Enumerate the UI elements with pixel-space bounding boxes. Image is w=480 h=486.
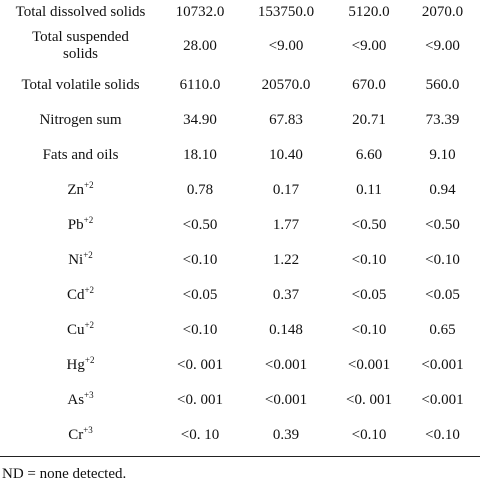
table-cell: 5120.0	[348, 3, 390, 20]
table-cell: <0. 001	[177, 392, 223, 408]
row-label: Nitrogen sum	[39, 112, 122, 128]
row-label: As+3	[0, 390, 161, 409]
data-table: Total dissolved solids 10732.0 153750.0 …	[0, 0, 480, 453]
table-cell: <0.05	[425, 287, 460, 303]
table-cell: <0.10	[425, 252, 460, 268]
table-cell: 0.148	[269, 322, 303, 338]
row-label: Cr+3	[0, 425, 161, 444]
table-cell: <0.10	[351, 322, 387, 338]
row-label: Cu+2	[0, 320, 161, 339]
row-label: Total suspended solids	[32, 29, 129, 62]
table-row: Pb+2 <0.50 1.77 <0.50 <0.50	[0, 208, 480, 243]
table-row: Total dissolved solids 10732.0 153750.0 …	[0, 0, 480, 24]
row-label: Hg+2	[0, 355, 161, 374]
table-cell: 0.39	[272, 427, 300, 443]
table-cell: <9.00	[351, 37, 387, 54]
table-cell: 34.90	[183, 112, 217, 128]
row-label: Ni+2	[0, 250, 161, 269]
table-cell: <0.10	[182, 252, 218, 268]
table-row: Zn+2 0.78 0.17 0.11 0.94	[0, 173, 480, 208]
table-cell: 6110.0	[179, 77, 221, 93]
table-cell: <0.50	[425, 217, 460, 233]
element-symbol: As	[67, 392, 85, 408]
table-cell: 1.77	[272, 217, 300, 233]
charge-superscript: +2	[84, 320, 95, 330]
table-cell: <0. 001	[177, 357, 223, 373]
row-label: Fats and oils	[42, 147, 119, 163]
table-bottom-rule	[0, 456, 480, 457]
table-row: Fats and oils 18.10 10.40 6.60 9.10	[0, 138, 480, 173]
row-label: Pb+2	[0, 215, 161, 234]
table-cell: 20570.0	[261, 77, 311, 93]
table-cell: <0.50	[182, 217, 218, 233]
table-cell: 2070.0	[421, 3, 464, 20]
table-cell: <0.001	[421, 392, 464, 408]
row-label: Total dissolved solids	[15, 3, 146, 20]
table-cell: <0.50	[351, 217, 387, 233]
row-label: Total volatile solids	[21, 77, 140, 93]
charge-superscript: +2	[84, 355, 95, 365]
element-symbol: Pb	[67, 217, 84, 233]
element-symbol: Zn	[67, 182, 85, 198]
table-cell: <9.00	[268, 37, 304, 54]
table-cell: <0.05	[182, 287, 218, 303]
table-footnote: ND = none detected.	[2, 466, 127, 482]
row-label: Zn+2	[0, 180, 161, 199]
table-cell: 73.39	[425, 112, 460, 128]
table-cell: <0.001	[264, 357, 308, 373]
table-cell: 0.65	[429, 322, 456, 338]
table-cell: 10.40	[269, 147, 303, 163]
table-row: Total volatile solids 6110.0 20570.0 670…	[0, 68, 480, 103]
row-label: Cd+2	[0, 285, 161, 304]
table-row: Total suspended solids 28.00 <9.00 <9.00…	[0, 24, 480, 68]
charge-superscript: +2	[83, 250, 93, 260]
table-cell: 28.00	[183, 37, 217, 54]
table-row: As+3 <0. 001 <0.001 <0. 001 <0.001	[0, 383, 480, 418]
table-cell: 0.11	[356, 182, 382, 198]
charge-superscript: +2	[84, 285, 95, 295]
table-cell: <0. 001	[346, 392, 392, 408]
table-cell: <0.10	[351, 427, 387, 443]
table-cell: 560.0	[425, 77, 460, 93]
table-cell: 153750.0	[257, 3, 315, 20]
table-row: Cr+3 <0. 10 0.39 <0.10 <0.10	[0, 418, 480, 453]
element-symbol: Ni	[68, 252, 84, 268]
element-symbol: Cd	[66, 287, 85, 303]
charge-superscript: +3	[84, 390, 94, 400]
table-cell: <0.10	[425, 427, 460, 443]
charge-superscript: +2	[83, 215, 94, 225]
table-cell: 9.10	[429, 147, 456, 163]
table-cell: <0.05	[351, 287, 387, 303]
table-cell: <0.10	[182, 322, 218, 338]
table-cell: <9.00	[425, 37, 460, 54]
element-symbol: Cr	[68, 427, 84, 443]
table-row: Nitrogen sum 34.90 67.83 20.71 73.39	[0, 103, 480, 138]
charge-superscript: +2	[84, 180, 94, 190]
table-row: Ni+2 <0.10 1.22 <0.10 <0.10	[0, 243, 480, 278]
table-row: Hg+2 <0. 001 <0.001 <0.001 <0.001	[0, 348, 480, 383]
table-cell: 670.0	[352, 77, 386, 93]
table-cell: 6.60	[355, 147, 383, 163]
table-row: Cd+2 <0.05 0.37 <0.05 <0.05	[0, 278, 480, 313]
table-cell: 0.17	[272, 182, 300, 198]
table-cell: 0.94	[429, 182, 456, 198]
element-symbol: Cu	[66, 322, 85, 338]
table-cell: <0.10	[351, 252, 387, 268]
table-cell: <0. 10	[180, 427, 220, 443]
table-cell: <0.001	[421, 357, 464, 373]
table-cell: 67.83	[269, 112, 303, 128]
table-row: Cu+2 <0.10 0.148 <0.10 0.65	[0, 313, 480, 348]
table-cell: 18.10	[183, 147, 217, 163]
table-cell: 1.22	[272, 252, 300, 268]
element-symbol: Hg	[66, 357, 85, 373]
charge-superscript: +3	[83, 425, 93, 435]
table-cell: 0.37	[272, 287, 300, 303]
table-cell: 10732.0	[175, 3, 225, 20]
table-cell: <0.001	[347, 357, 391, 373]
table-cell: 0.78	[186, 182, 214, 198]
table-cell: 20.71	[352, 112, 386, 128]
table-cell: <0.001	[264, 392, 308, 408]
